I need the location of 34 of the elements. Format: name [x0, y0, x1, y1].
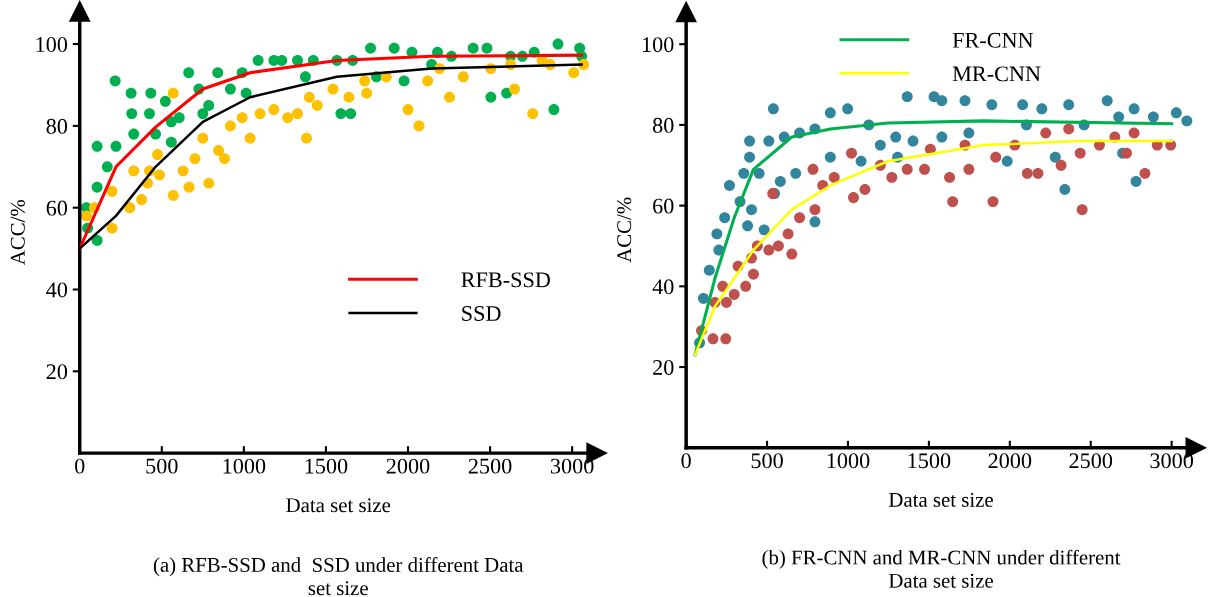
- x-tick-label: 0: [681, 453, 691, 469]
- legend-label: FR-CNN: [952, 32, 1034, 48]
- x-axis-title: Data set size: [286, 498, 391, 513]
- text: (a) RFB-SSD and SSD under different Data set size: [153, 557, 524, 596]
- x-tick-label: 3000: [1150, 453, 1194, 469]
- x-axis-title: Data set size: [888, 492, 993, 507]
- x-tick-label: 2500: [468, 458, 512, 474]
- y-tick-label: 40: [652, 279, 674, 295]
- x-tick-label: 2000: [386, 458, 430, 474]
- x-tick-label: 1000: [827, 453, 870, 469]
- legend-label: MR-CNN: [952, 66, 1041, 82]
- y-tick-label: 80: [652, 117, 674, 133]
- legend-label: RFB-SSD: [461, 272, 551, 288]
- y-tick-label: 20: [46, 364, 68, 380]
- y-tick-label: 40: [46, 282, 68, 298]
- x-tick-label: 2500: [1069, 453, 1113, 469]
- y-tick-label: 20: [653, 359, 674, 375]
- legend-label: SSD: [462, 306, 501, 321]
- x-tick-label: 3000: [550, 458, 594, 474]
- x-tick-label: 500: [751, 453, 783, 469]
- x-tick-label: 1500: [305, 458, 348, 474]
- y-tick-label: 80: [46, 118, 68, 134]
- x-tick-label: 1500: [908, 453, 951, 469]
- x-tick-label: 2000: [988, 453, 1032, 469]
- y-tick-label: 60: [653, 198, 674, 214]
- y-tick-label: 100: [36, 37, 68, 52]
- y-tick-label: 100: [642, 37, 674, 53]
- y-tick-label: 60: [46, 200, 68, 216]
- x-tick-label: 500: [146, 458, 178, 474]
- text: (b) FR-CNN and MR-CNN under different Data set size: [762, 549, 1121, 588]
- x-tick-label: 1000: [223, 458, 266, 474]
- x-tick-label: 0: [75, 458, 85, 474]
- y-axis-title: ACC/%: [10, 199, 25, 266]
- y-axis-title: ACC/%: [617, 197, 632, 263]
